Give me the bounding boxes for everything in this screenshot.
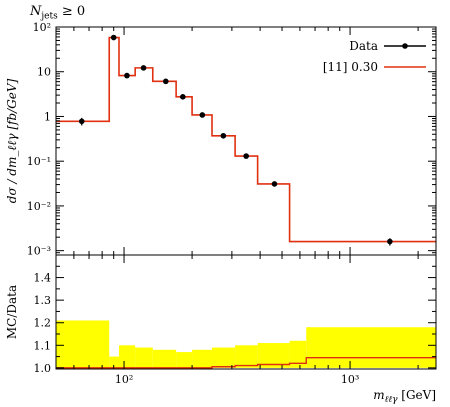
data-point	[124, 72, 130, 79]
y-tick-label: 10⁻¹	[27, 155, 51, 168]
legend-label-mc: [11] 0.30	[323, 60, 378, 74]
band-bin	[176, 352, 193, 368]
band-bin	[152, 349, 177, 368]
header-sub: jets	[41, 11, 58, 22]
data-point	[110, 34, 117, 41]
x-axis-label-var: m	[373, 388, 384, 402]
band-bin	[135, 347, 153, 368]
band-bin	[235, 345, 258, 368]
x-axis-label-sub: ℓℓγ	[385, 395, 398, 405]
y-axis-label-ratio: MC/Data	[5, 285, 19, 339]
y-tick-label: 10²	[33, 21, 51, 34]
ratio-band	[56, 320, 436, 368]
x-axis-label-unit: [GeV]	[397, 388, 436, 402]
y-tick-label: 1.0	[34, 362, 52, 375]
data-point	[271, 181, 278, 187]
band-bin	[109, 356, 120, 368]
band-bin	[119, 345, 136, 368]
y-tick-label: 1.4	[34, 272, 52, 285]
band-bin	[289, 340, 307, 368]
y-axis-label-main: dσ / dm_ℓℓγ [fb/GeV]	[5, 78, 19, 203]
data-point	[180, 94, 186, 100]
x-ticks	[55, 27, 419, 369]
data-point	[387, 238, 393, 245]
y-tick-label: 1	[44, 110, 51, 123]
band-bin	[56, 320, 110, 368]
data-point	[220, 132, 227, 139]
y-ticks-ratio: 1.0 1.1 1.2 1.3 1.4	[34, 265, 436, 375]
band-bin	[306, 327, 436, 368]
x-axis-label: mℓℓγ [GeV]	[373, 388, 436, 405]
band-bin	[257, 343, 290, 368]
y-tick-label: 1.2	[34, 317, 52, 330]
y-tick-label: 10	[37, 66, 51, 79]
mc-step-line	[56, 36, 436, 243]
data-point	[78, 118, 85, 125]
data-point	[243, 153, 249, 159]
band-bin	[192, 349, 213, 368]
legend-label-data: Data	[349, 39, 378, 53]
header-rel: ≥ 0	[61, 4, 86, 19]
ratio-mc-line	[56, 357, 436, 369]
legend-marker-data	[402, 43, 408, 49]
y-tick-label: 1.3	[34, 294, 52, 307]
y-tick-label: 1.1	[34, 339, 52, 352]
band-bin	[212, 347, 236, 368]
header-var: N	[30, 4, 42, 19]
x-tick-label: 10³	[341, 373, 359, 386]
y-tick-label: 10⁻³	[27, 245, 51, 258]
y-tick-label: 10⁻²	[27, 200, 51, 213]
ratio-frame	[55, 254, 437, 370]
data-points	[78, 34, 393, 246]
plot-header: Njets ≥ 0	[30, 4, 85, 22]
x-tick-label: 10²	[115, 373, 133, 386]
y-ticks-main: 10² 10 1 10⁻¹ 10⁻² 10⁻³	[27, 21, 436, 258]
main-frame	[55, 26, 437, 256]
data-point	[199, 112, 206, 118]
data-point	[162, 78, 169, 85]
legend: Data [11] 0.30	[323, 39, 426, 74]
data-point	[140, 65, 147, 71]
